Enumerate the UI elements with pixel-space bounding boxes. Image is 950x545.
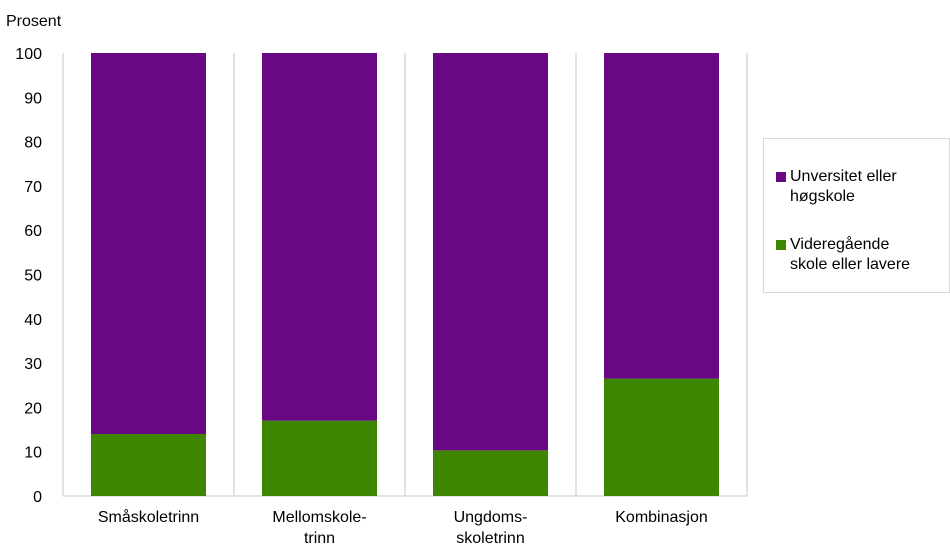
- y-tick-label: 30: [24, 356, 42, 373]
- x-category-label: Småskoletrinn: [98, 508, 199, 526]
- bar-segment-universitet: [262, 53, 377, 421]
- legend-label: Videregående skole eller lavere: [790, 235, 950, 275]
- bar-segment-videregaende: [433, 450, 548, 496]
- x-category-label: skoletrinn: [456, 530, 524, 545]
- x-category-label: Mellomskole-: [272, 509, 366, 526]
- y-tick-label: 100: [15, 46, 42, 63]
- bar-segment-universitet: [433, 53, 548, 451]
- y-tick-label: 80: [24, 135, 42, 152]
- bar-segment-universitet: [604, 53, 719, 379]
- bar-segment-videregaende: [604, 378, 719, 496]
- y-tick-label: 90: [24, 90, 42, 107]
- bar-segment-videregaende: [262, 420, 377, 496]
- y-axis-title: Prosent: [6, 13, 62, 30]
- bar-segment-videregaende: [91, 433, 206, 496]
- legend: Unversitet eller høgskole Videregående s…: [763, 138, 950, 293]
- x-category-label: Kombinasjon: [615, 509, 708, 526]
- y-tick-label: 60: [24, 223, 42, 240]
- legend-label-line: Videregående: [790, 236, 890, 253]
- bar-segment-universitet: [91, 53, 206, 434]
- x-axis-labels: Småskoletrinn Mellomskole-trinn Ungdoms-sk…: [98, 508, 708, 545]
- legend-label-line: Unversitet eller: [790, 168, 897, 185]
- legend-swatch-purple: [776, 172, 786, 182]
- y-tick-label: 20: [24, 400, 42, 417]
- legend-swatch-green: [776, 240, 786, 250]
- y-axis-ticks: 0 10 20 30 40 50 60 70 80 90 100: [15, 46, 42, 506]
- bars: [91, 53, 719, 496]
- legend-label-line: skole eller lavere: [790, 256, 911, 273]
- y-tick-label: 70: [24, 179, 42, 196]
- y-tick-label: 50: [24, 268, 42, 285]
- legend-label: Unversitet eller høgskole: [790, 167, 950, 207]
- y-tick-label: 10: [24, 445, 42, 462]
- y-tick-label: 40: [24, 312, 42, 329]
- x-category-label: trinn: [304, 530, 335, 545]
- legend-item-upper-secondary: Videregående skole eller lavere: [776, 235, 950, 275]
- y-tick-label: 0: [33, 489, 42, 506]
- x-category-label: Ungdoms-: [454, 509, 528, 526]
- legend-item-university: Unversitet eller høgskole: [776, 167, 950, 207]
- legend-label-line: høgskole: [790, 188, 855, 205]
